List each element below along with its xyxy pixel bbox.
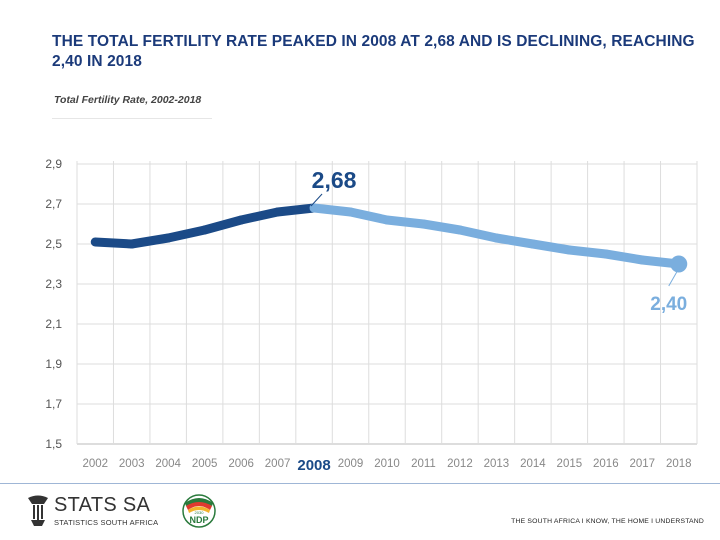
- x-tick-label: 2002: [82, 458, 108, 470]
- line-segment: [382, 215, 428, 229]
- ndp-label: NDP: [189, 515, 208, 525]
- x-tick-label: 2006: [228, 458, 254, 470]
- y-tick-label: 1,7: [45, 397, 62, 411]
- line-segment: [491, 233, 538, 249]
- y-tick-label: 2,7: [45, 197, 62, 211]
- y-tick-label: 2,9: [45, 157, 62, 171]
- x-tick-label: 2003: [119, 458, 145, 470]
- x-tick-label: 2018: [666, 458, 692, 470]
- line-segment: [200, 215, 246, 235]
- line-segment: [346, 207, 392, 225]
- line-segment: [309, 203, 356, 217]
- stats-sa-logo: STATS SA STATISTICS SOUTH AFRICA: [26, 494, 159, 530]
- line-segment: [127, 233, 173, 249]
- y-tick-label: 2,1: [45, 317, 62, 331]
- line-segment: [90, 237, 137, 249]
- data-point: [670, 255, 688, 273]
- y-tick-label: 2,5: [45, 237, 62, 251]
- x-tick-label: 2008: [297, 457, 330, 474]
- y-tick-label: 2,3: [45, 277, 62, 291]
- subtitle-box: Total Fertility Rate, 2002-2018: [52, 86, 212, 119]
- line-segment: [455, 225, 501, 243]
- logo-subtext: STATISTICS SOUTH AFRICA: [54, 518, 159, 527]
- data-label: 2,68: [312, 167, 357, 193]
- line-segment: [236, 207, 283, 225]
- x-tick-label: 2005: [192, 458, 218, 470]
- x-tick-label: 2009: [338, 458, 364, 470]
- x-tick-label: 2015: [557, 458, 583, 470]
- ndp-emblem-icon: NDP 2030: [182, 494, 216, 528]
- x-tick-label: 2010: [374, 458, 400, 470]
- y-tick-label: 1,5: [45, 437, 62, 451]
- footer-tagline: THE SOUTH AFRICA I KNOW, THE HOME I UNDE…: [511, 518, 704, 525]
- x-tick-label: 2011: [411, 458, 436, 470]
- fertility-line-chart: 1,5 1,7 1,9 2,1 2,3 2,5 2,7 2,9 2002 2003 2004 200…: [45, 157, 698, 474]
- x-tick-label: 2007: [265, 458, 291, 470]
- x-tick-label: 2016: [593, 458, 619, 470]
- x-tick-label: 2014: [520, 458, 546, 470]
- x-tick-label: 2017: [629, 458, 655, 470]
- stats-sa-emblem-icon: [28, 495, 48, 526]
- footer-divider: [0, 483, 720, 484]
- chart-subtitle: Total Fertility Rate, 2002-2018: [54, 94, 202, 106]
- line-segment: [418, 219, 465, 235]
- page-title: THE TOTAL FERTILITY RATE PEAKED IN 2008 …: [52, 33, 695, 70]
- x-tick-label: 2012: [447, 458, 473, 470]
- annotation-leader: [310, 193, 323, 207]
- line-segment: [564, 245, 611, 259]
- y-tick-label: 1,9: [45, 357, 62, 371]
- ndp-year: 2030: [195, 510, 205, 515]
- x-tick-label: 2013: [484, 458, 510, 470]
- line-segment: [528, 239, 574, 255]
- logo-text: STATS SA: [54, 494, 151, 516]
- line-segment: [163, 225, 210, 243]
- line-segment: [273, 203, 319, 217]
- line-segment: [601, 249, 647, 265]
- annotation-leader: [668, 271, 678, 287]
- data-label: 2,40: [650, 294, 687, 315]
- ndp-logo: NDP 2030: [182, 494, 216, 528]
- x-tick-label: 2004: [155, 458, 181, 470]
